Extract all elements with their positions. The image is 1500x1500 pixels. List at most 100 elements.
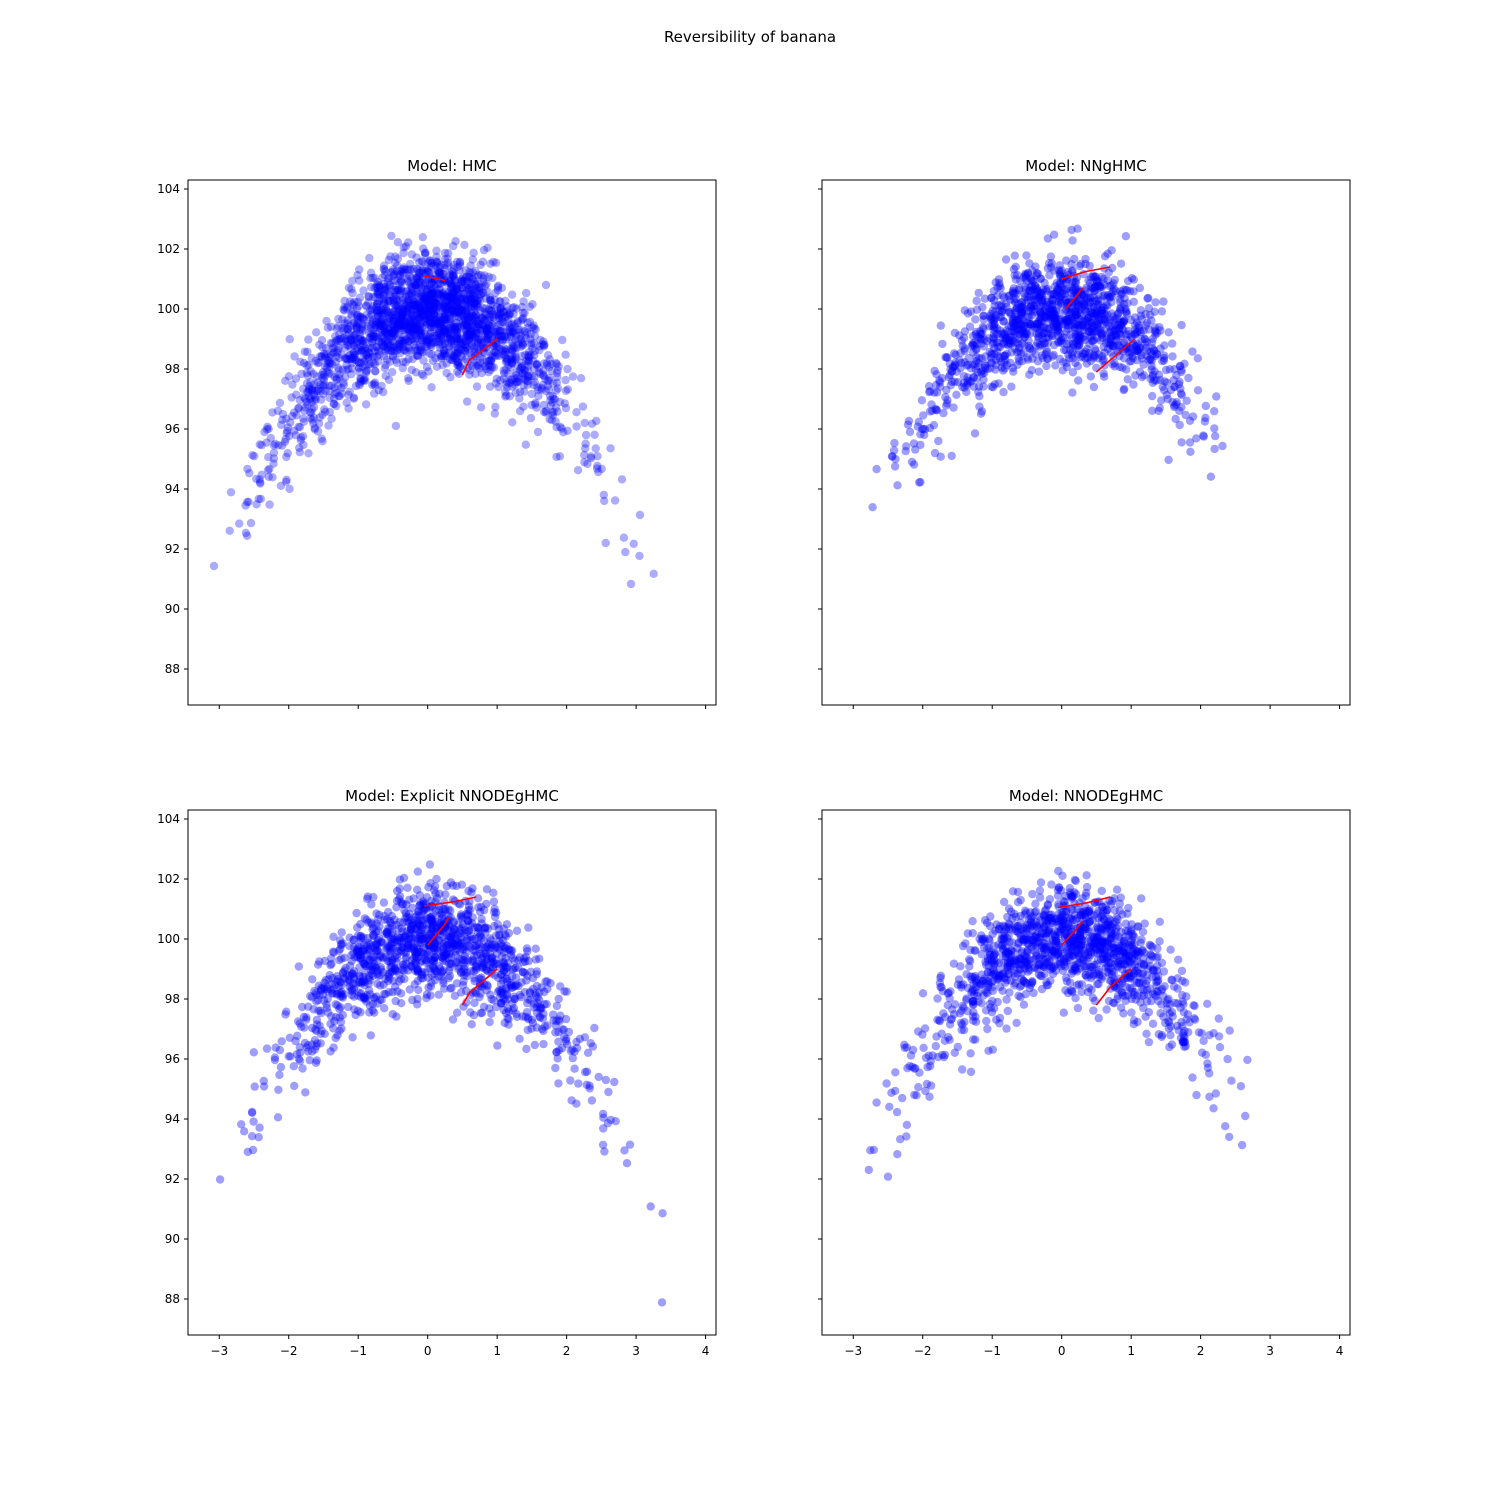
scatter-point [442,305,451,315]
scatter-point [431,889,440,898]
scatter-point [439,966,448,975]
scatter-point [1062,320,1071,329]
scatter-point [293,1031,302,1041]
scatter-point [396,337,405,346]
scatter-point [422,956,431,965]
scatter-point [469,327,478,336]
scatter-point [510,355,519,364]
scatter-point [282,452,291,462]
scatter-point [353,952,362,961]
scatter-point [434,972,443,981]
scatter-point [1109,284,1119,293]
scatter-point [317,352,326,361]
scatter-point [421,314,431,323]
scatter-point [507,983,516,992]
scatter-point [1026,321,1036,331]
scatter-point [522,976,531,985]
scatter-point [359,945,368,954]
scatter-point [326,322,336,331]
scatter-point [1090,344,1100,354]
scatter-point [1010,329,1020,338]
scatter-point [383,338,392,348]
scatter-point [329,349,338,358]
scatter-point [507,358,517,368]
scatter-point [393,269,403,279]
scatter-point [476,271,486,280]
scatter-point [403,941,412,950]
scatter-point [1064,317,1073,326]
scatter-point [1136,343,1145,352]
scatter-point [347,358,356,368]
scatter-point [1048,289,1057,299]
scatter-point [422,342,432,351]
scatter-point [257,470,266,479]
scatter-point [420,949,429,959]
scatter-point [366,283,376,292]
scatter-point [1049,313,1059,323]
scatter-point [591,444,600,453]
scatter-point [975,354,984,363]
scatter-point [366,273,375,283]
scatter-point [393,886,402,896]
scatter-point [1001,299,1011,308]
scatter-point [1016,276,1025,285]
scatter-point [1076,353,1086,362]
scatter-point [1028,276,1038,286]
scatter-point [501,983,511,993]
scatter-point [1113,321,1122,330]
scatter-point [342,360,351,370]
scatter-point [524,372,534,381]
scatter-point [461,346,470,356]
scatter-point [1036,274,1045,283]
scatter-point [1043,284,1053,293]
scatter-point [413,278,422,287]
scatter-point [460,240,469,250]
scatter-point [285,335,294,344]
subplot-3: Model: Explicit NNODEgHMC−3 −2 −1 0 1 2 3 48890… [157,787,717,1358]
scatter-point [998,291,1007,300]
scatter-point [1052,323,1062,332]
scatter-point [1017,302,1026,311]
scatter-point [1159,353,1169,363]
scatter-point [448,325,457,334]
scatter-point [384,931,393,940]
scatter-point [496,335,505,344]
scatter-point [453,262,462,272]
scatter-point [320,372,329,381]
scatter-point [1032,294,1041,304]
scatter-point [397,320,406,329]
scatter-point [425,860,435,869]
scatter-point [446,323,456,332]
scatter-point [539,367,548,376]
scatter-point [1056,267,1065,277]
scatter-point [457,305,466,314]
scatter-point [999,897,1009,907]
scatter-point [503,383,512,392]
scatter-point [312,372,321,381]
scatter-point [474,360,483,370]
scatter-point [1052,319,1061,329]
scatter-point [1096,309,1105,319]
scatter-point [426,914,436,923]
scatter-point [384,988,394,997]
scatter-point [1127,348,1136,357]
scatter-point [255,440,264,449]
scatter-point [348,276,357,286]
scatter-point [372,352,381,361]
scatter-point [418,291,427,301]
scatter-point [443,254,452,263]
scatter-point [353,944,362,953]
scatter-point [1001,336,1010,345]
scatter-point [383,278,393,287]
scatter-point [466,299,475,308]
scatter-point [1049,313,1059,323]
scatter-point [356,325,365,335]
scatter-point [300,1023,309,1032]
scatter-point [390,296,399,305]
scatter-point [551,403,561,412]
scatter-point [295,1043,304,1052]
scatter-point [422,362,432,372]
scatter-point [338,334,348,343]
scatter-point [510,374,519,383]
scatter-point [529,321,538,330]
